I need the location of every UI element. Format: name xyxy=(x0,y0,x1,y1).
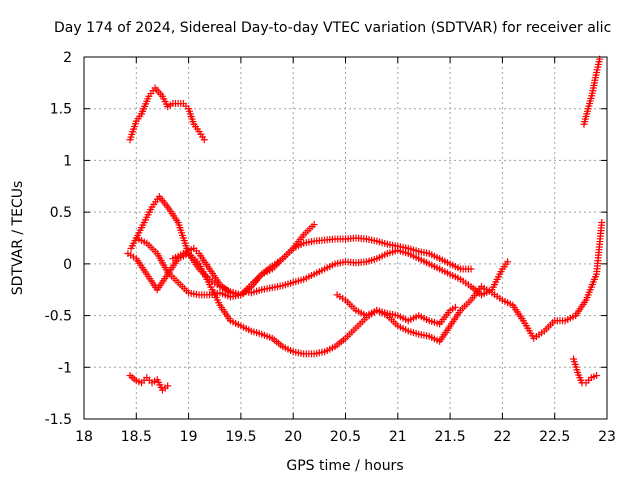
x-tick-label: 23 xyxy=(598,429,616,445)
data-point xyxy=(451,303,459,311)
x-tick-label: 19 xyxy=(180,429,198,445)
x-tick-label: 18 xyxy=(75,429,93,445)
data-point xyxy=(310,221,318,229)
x-tick-label: 20.5 xyxy=(330,429,361,445)
x-axis-label: GPS time / hours xyxy=(286,458,403,474)
series-arc-mid xyxy=(333,291,459,328)
x-tick-label: 21 xyxy=(389,429,407,445)
y-axis-label: SDTVAR / TECUs xyxy=(10,181,26,296)
series-arc-cross xyxy=(169,234,475,299)
y-tick-label: -1.5 xyxy=(45,412,72,428)
y-tick-label: 0 xyxy=(63,257,72,273)
series-arc-dip xyxy=(124,218,606,358)
series-arc-high xyxy=(126,84,208,144)
y-tick-label: 1.5 xyxy=(50,102,72,118)
plot-frame xyxy=(83,56,608,420)
y-tick-label: -0.5 xyxy=(45,309,72,325)
x-tick-label: 21.5 xyxy=(435,429,466,445)
y-tick-label: 2 xyxy=(63,50,72,66)
x-tick-label: 18.5 xyxy=(121,429,152,445)
data-point xyxy=(200,136,208,144)
y-tick-label: -1 xyxy=(58,360,72,376)
data-point xyxy=(504,258,512,266)
x-tick-label: 19.5 xyxy=(225,429,256,445)
series-arc-low xyxy=(126,372,172,394)
y-tick-label: 0.5 xyxy=(50,205,72,221)
series-arc-peak-long xyxy=(127,193,512,299)
x-tick-label: 22 xyxy=(493,429,511,445)
data-point xyxy=(164,382,172,390)
series-arc-late-low xyxy=(570,355,601,387)
chart-title: Day 174 of 2024, Sidereal Day-to-day VTE… xyxy=(54,20,611,36)
series-arc-late-high xyxy=(580,55,604,128)
ticks: 18 18.5 19 19.5 20 20.5 21 21.5 22 22.5 23-1.5-1-0… xyxy=(45,50,616,445)
data-point xyxy=(467,265,475,273)
data-points xyxy=(124,55,606,394)
x-tick-label: 20 xyxy=(284,429,302,445)
x-tick-label: 22.5 xyxy=(539,429,570,445)
data-point xyxy=(598,218,606,226)
data-point xyxy=(593,372,601,380)
y-tick-label: 1 xyxy=(63,153,72,169)
